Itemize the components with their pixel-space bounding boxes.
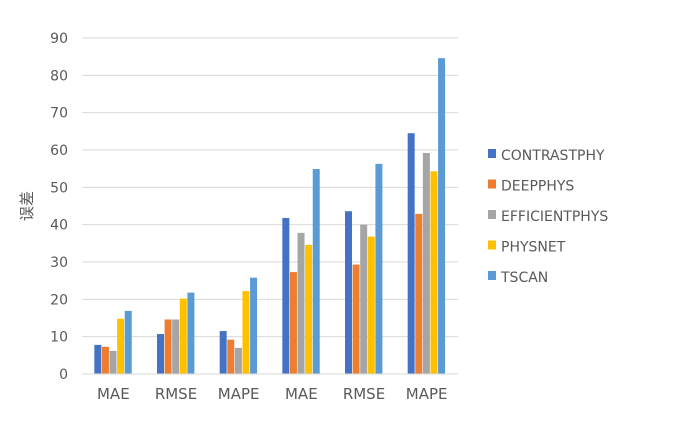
bar-physnet-2 xyxy=(242,291,250,374)
bar-efficientphys-4 xyxy=(360,224,368,374)
y-tick-label: 0 xyxy=(59,367,68,383)
bar-deepphys-0 xyxy=(101,346,109,374)
legend: CONTRASTPHY DEEPPHYS EFFICIENTPHYS PHYSNET T… xyxy=(488,148,608,286)
bar-physnet-4 xyxy=(367,236,375,374)
y-tick-label: 50 xyxy=(50,180,68,196)
axes: 0 10 20 30 40 50 60 70 80 90 MAE RMSE MAPE MAE RMSE MAP… xyxy=(50,31,458,403)
legend-label-contrastphy: CONTRASTPHY xyxy=(501,148,605,164)
bar-efficientphys-2 xyxy=(234,347,242,374)
bar-contrastphy-5 xyxy=(407,133,415,374)
bar-contrastphy-0 xyxy=(94,344,102,374)
legend-swatch-efficientphys xyxy=(488,210,496,219)
y-axis-label: 误差 xyxy=(18,191,36,221)
legend-label-physnet: PHYSNET xyxy=(501,240,566,256)
bar-tscan-4 xyxy=(375,163,383,374)
bar-contrastphy-3 xyxy=(282,217,290,374)
y-tick-label: 30 xyxy=(50,255,68,271)
y-tick-label: 70 xyxy=(50,106,68,122)
x-tick-label: MAPE xyxy=(218,385,260,403)
bar-deepphys-4 xyxy=(352,264,360,374)
legend-swatch-tscan xyxy=(488,271,496,280)
legend-label-deepphys: DEEPPHYS xyxy=(501,179,574,195)
legend-label-tscan: TSCAN xyxy=(500,270,548,286)
y-tick-label: 90 xyxy=(50,31,68,47)
y-tick-label: 40 xyxy=(50,218,68,234)
bar-contrastphy-1 xyxy=(157,334,164,374)
legend-label-efficientphys: EFFICIENTPHYS xyxy=(501,209,608,225)
bar-physnet-0 xyxy=(117,318,125,374)
x-tick-label: RMSE xyxy=(343,385,385,403)
bar-deepphys-2 xyxy=(227,339,235,374)
bar-physnet-5 xyxy=(430,171,438,374)
legend-swatch-physnet xyxy=(488,240,496,250)
y-tick-label: 10 xyxy=(50,330,68,346)
bars xyxy=(94,58,446,374)
gridlines xyxy=(82,37,458,338)
x-tick-label: RMSE xyxy=(155,385,197,403)
y-tick-label: 60 xyxy=(50,143,68,159)
bar-efficientphys-0 xyxy=(109,350,117,374)
bar-efficientphys-5 xyxy=(422,152,430,374)
x-tick-label: MAE xyxy=(97,385,130,403)
bar-efficientphys-3 xyxy=(297,232,305,374)
bar-physnet-3 xyxy=(305,244,313,374)
bar-tscan-1 xyxy=(187,292,195,374)
bar-deepphys-3 xyxy=(289,272,297,374)
bar-tscan-5 xyxy=(438,58,446,374)
bar-physnet-1 xyxy=(179,298,187,374)
y-tick-label: 20 xyxy=(50,292,68,308)
bar-tscan-2 xyxy=(250,277,258,374)
bar-efficientphys-1 xyxy=(172,319,180,374)
x-tick-label: MAE xyxy=(285,385,318,403)
legend-swatch-deepphys xyxy=(488,179,496,189)
y-tick-label: 80 xyxy=(50,68,68,84)
bar-tscan-0 xyxy=(124,310,132,374)
bar-deepphys-5 xyxy=(415,213,423,374)
bar-tscan-3 xyxy=(312,169,320,374)
bar-contrastphy-2 xyxy=(219,331,227,374)
legend-swatch-contrastphy xyxy=(488,149,496,158)
x-tick-label: MAPE xyxy=(406,385,448,403)
bar-deepphys-1 xyxy=(164,319,172,374)
bar-contrastphy-4 xyxy=(345,211,352,374)
